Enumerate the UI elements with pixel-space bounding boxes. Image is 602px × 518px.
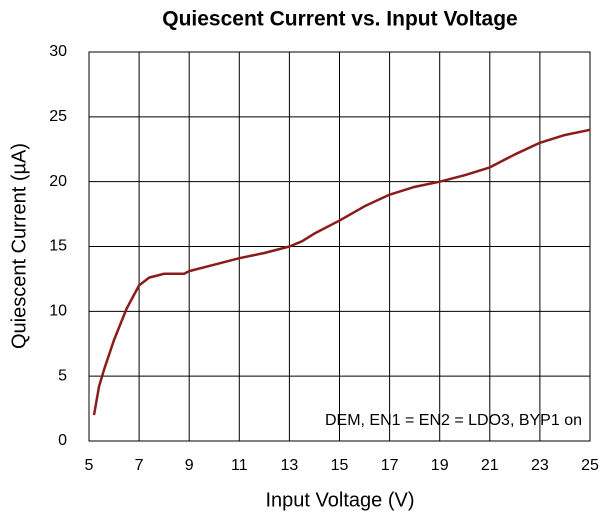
x-axis-label: Input Voltage (V) xyxy=(266,489,415,511)
x-tick-label: 21 xyxy=(481,457,499,474)
y-tick-label: 15 xyxy=(49,238,67,255)
y-tick-label: 5 xyxy=(58,367,67,384)
y-tick-label: 25 xyxy=(49,108,67,125)
y-tick-label: 20 xyxy=(49,173,67,190)
x-tick-label: 11 xyxy=(231,457,248,474)
y-tick-label: 30 xyxy=(49,43,67,60)
x-tick-label: 19 xyxy=(431,457,449,474)
x-tick-label: 17 xyxy=(381,457,399,474)
data-line xyxy=(92,128,591,416)
y-tick-label: 0 xyxy=(58,432,67,449)
annotation: DEM, EN1 = EN2 = LDO3, BYP1 on xyxy=(325,412,582,429)
y-axis-label: Quiescent Current (µA) xyxy=(8,143,30,349)
x-tick-label: 9 xyxy=(185,457,194,474)
chart-title: Quiescent Current vs. Input Voltage xyxy=(162,8,518,31)
x-tick-label: 7 xyxy=(135,457,144,474)
x-tick-label: 5 xyxy=(85,457,94,474)
plot-border xyxy=(88,51,591,442)
y-tick-label: 10 xyxy=(49,303,67,320)
x-tick-label: 13 xyxy=(281,457,299,474)
x-tick-label: 23 xyxy=(531,457,549,474)
x-tick-label: 15 xyxy=(331,457,349,474)
x-tick-label: 25 xyxy=(581,457,599,474)
